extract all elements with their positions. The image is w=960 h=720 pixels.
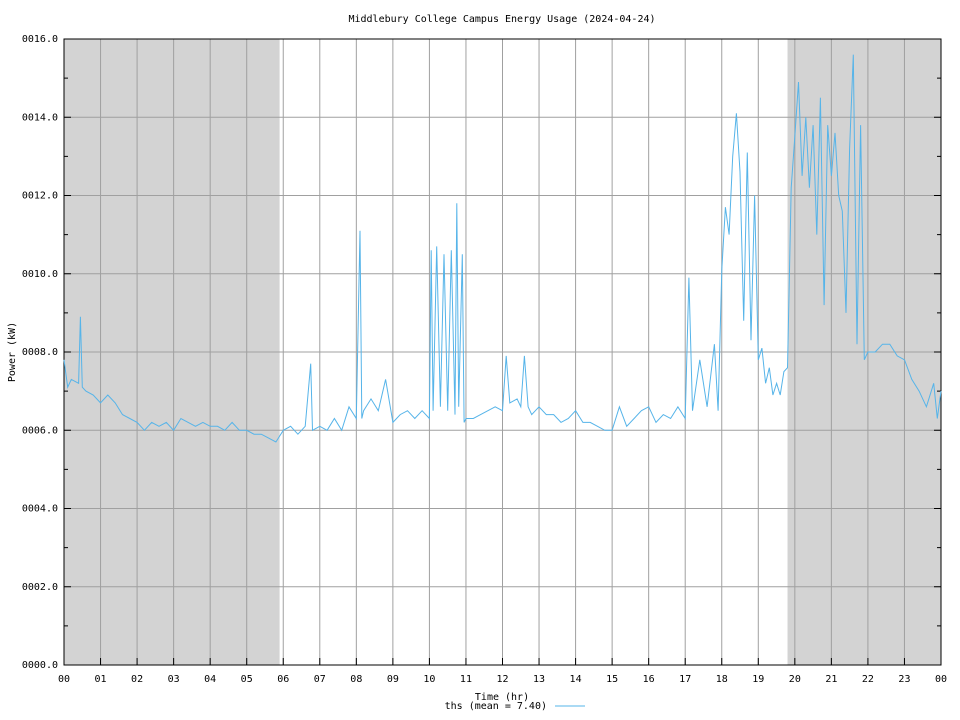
x-tick-label: 04: [204, 674, 216, 685]
data-line: [63, 54, 942, 443]
x-tick-label: 07: [314, 674, 326, 685]
x-tick-label: 16: [643, 674, 655, 685]
y-tick-label: 0012.0: [22, 191, 58, 202]
y-tick-label: 0016.0: [22, 34, 58, 45]
x-tick-label: 02: [131, 674, 143, 685]
x-tick-label: 18: [716, 674, 728, 685]
x-tick-label: 01: [95, 674, 107, 685]
x-tick-label: 14: [570, 674, 582, 685]
y-tick-label: 0008.0: [22, 347, 58, 358]
y-tick-label: 0004.0: [22, 504, 58, 515]
x-tick-label: 15: [606, 674, 618, 685]
y-axis-label: Power (kW): [7, 322, 18, 382]
x-tick-label: 20: [789, 674, 801, 685]
y-tick-label: 0006.0: [22, 425, 58, 436]
chart-title: Middlebury College Campus Energy Usage (…: [348, 14, 655, 25]
x-tick-label: 00: [58, 674, 70, 685]
y-tick-label: 0010.0: [22, 269, 58, 280]
y-tick-label: 0000.0: [22, 660, 58, 671]
x-axis-label: Time (hr): [475, 692, 529, 703]
x-tick-label: 05: [241, 674, 253, 685]
x-tick-label: 10: [423, 674, 435, 685]
x-tick-label: 22: [862, 674, 874, 685]
line-layer: [63, 54, 942, 443]
legend-label: ths (mean = 7.40): [445, 701, 547, 712]
y-tick-label: 0014.0: [22, 112, 58, 123]
x-tick-label: 21: [825, 674, 837, 685]
x-tick-label: 23: [898, 674, 910, 685]
x-tick-label: 13: [533, 674, 545, 685]
grid-layer: [63, 38, 942, 666]
label-layer: 0000.00002.00004.00006.00008.00010.00012…: [22, 34, 947, 712]
x-tick-label: 17: [679, 674, 691, 685]
x-tick-label: 19: [752, 674, 764, 685]
plot-border: [63, 38, 942, 666]
x-tick-label: 11: [460, 674, 472, 685]
x-tick-label: 08: [350, 674, 362, 685]
x-tick-label: 06: [277, 674, 289, 685]
x-tick-label: 09: [387, 674, 399, 685]
y-tick-label: 0002.0: [22, 582, 58, 593]
x-tick-label: 00: [935, 674, 947, 685]
x-tick-label: 12: [496, 674, 508, 685]
x-tick-label: 03: [168, 674, 180, 685]
